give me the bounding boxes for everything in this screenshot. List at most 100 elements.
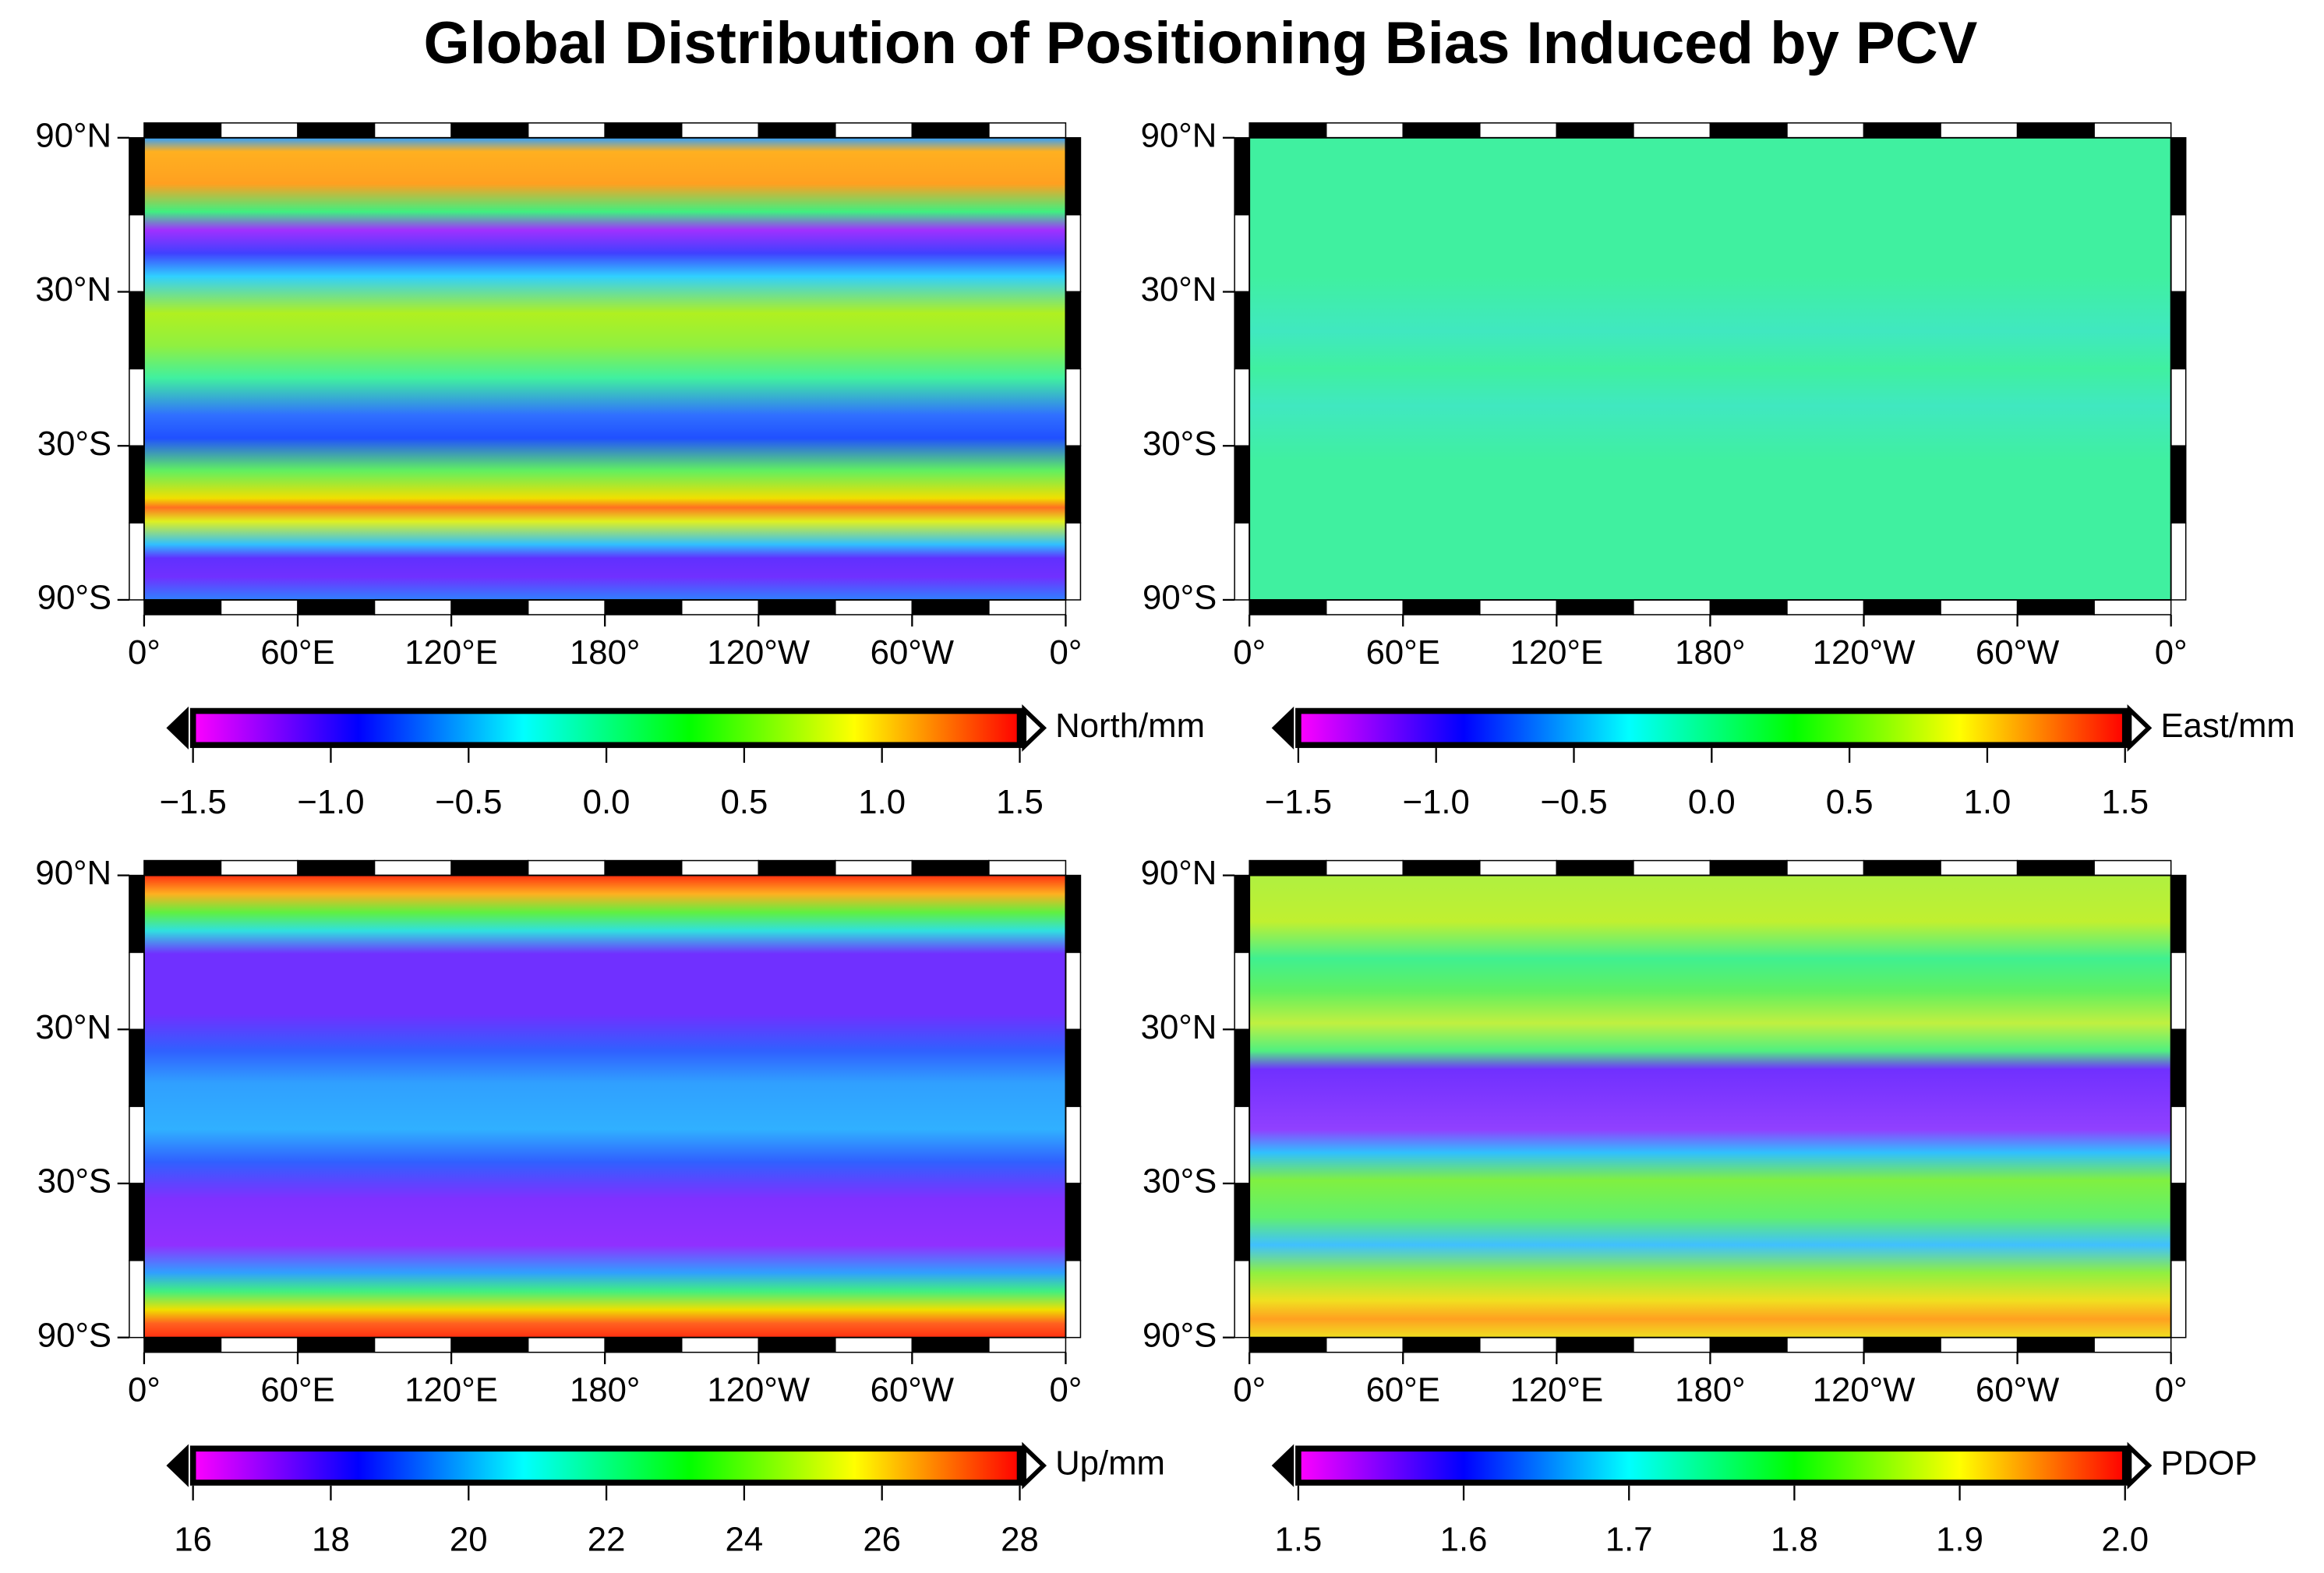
colorbar-extend: [166, 706, 189, 749]
map-frame: [1234, 213, 1250, 293]
map-frame: [1325, 859, 1404, 876]
map-frame: [1234, 951, 1250, 1031]
lat-tick-label: 90°S: [37, 1316, 111, 1354]
map-frame: [2093, 1336, 2172, 1353]
colorbar-tick-label: 0.5: [720, 783, 768, 821]
map-frame: [450, 1336, 529, 1353]
map-frame: [373, 859, 452, 876]
lat-tick-label: 90°S: [1143, 579, 1217, 617]
map-frame: [911, 1336, 990, 1353]
map-frame: [2093, 859, 2172, 876]
map-frame: [1065, 1028, 1082, 1107]
map-frame: [911, 599, 990, 615]
map-frame: [143, 122, 222, 139]
colorbar-tick-label: −1.0: [297, 783, 364, 821]
map-frame: [1325, 1336, 1404, 1353]
lon-tick-label: 120°W: [1813, 633, 1916, 672]
colorbar-tick-label: 1.7: [1605, 1521, 1653, 1559]
map-frame: [1709, 599, 1788, 615]
map-frame: [1402, 599, 1481, 615]
map-frame: [1709, 1336, 1788, 1353]
map-frame: [1556, 599, 1634, 615]
map-frame: [1065, 951, 1082, 1031]
colorbar-extend: [2127, 1441, 2153, 1490]
lon-tick-label: 120°E: [1510, 633, 1604, 672]
map-frame: [1940, 859, 2018, 876]
map-frame: [129, 291, 145, 370]
map-frame: [2170, 445, 2187, 524]
lat-tick-label: 90°N: [1141, 854, 1217, 892]
map-frame: [2170, 1260, 2187, 1338]
map-frame: [1786, 859, 1865, 876]
map-frame: [2016, 599, 2095, 615]
map-frame: [1786, 122, 1865, 139]
lon-tick-label: 120°E: [404, 633, 498, 672]
map-frame: [297, 599, 376, 615]
colorbar-tick-label: 0.0: [1688, 783, 1736, 821]
map-frame: [1065, 1106, 1082, 1184]
map-frame: [2093, 599, 2172, 615]
map-field: [1249, 875, 2171, 1338]
map-frame: [1863, 859, 1941, 876]
map-frame: [1479, 122, 1558, 139]
map-frame: [2170, 137, 2187, 216]
lon-tick-label: 120°E: [404, 1371, 498, 1409]
map-frame: [1234, 291, 1250, 370]
map-frame: [143, 1336, 222, 1353]
lon-tick-label: 60°E: [1366, 633, 1440, 672]
lon-tick-label: 60°E: [260, 1371, 334, 1409]
colorbar-tick-label: 2.0: [2101, 1521, 2149, 1559]
colorbar: [189, 1445, 1023, 1486]
map-frame: [1325, 122, 1404, 139]
map-frame: [1234, 1106, 1250, 1184]
map-frame: [1863, 122, 1941, 139]
colorbar-tick-label: 22: [588, 1521, 626, 1559]
map-frame: [1556, 859, 1634, 876]
map-frame: [1863, 1336, 1941, 1353]
colorbar-label: East/mm: [2160, 707, 2294, 745]
map-frame: [2016, 122, 2095, 139]
map-frame: [527, 599, 606, 615]
lon-tick-label: 0°: [2155, 1371, 2188, 1409]
map-frame: [373, 1336, 452, 1353]
lon-tick-label: 120°E: [1510, 1371, 1604, 1409]
map-frame: [1556, 122, 1634, 139]
lat-tick-label: 30°S: [37, 425, 111, 463]
map-frame: [758, 859, 836, 876]
lon-tick-label: 60°W: [871, 633, 955, 672]
colorbar-tick-label: 1.5: [1275, 1521, 1323, 1559]
map-frame: [1633, 122, 1711, 139]
map-frame: [129, 445, 145, 524]
map-frame: [527, 122, 606, 139]
colorbar-tick-label: −1.5: [160, 783, 227, 821]
colorbar-tick-label: 1.8: [1771, 1521, 1818, 1559]
colorbar-tick-label: −0.5: [1540, 783, 1607, 821]
colorbar-label: PDOP: [2160, 1444, 2257, 1483]
map-frame: [604, 122, 683, 139]
colorbar: [1295, 1445, 2128, 1486]
map-frame: [297, 1336, 376, 1353]
map-frame: [1065, 1183, 1082, 1261]
map-frame: [129, 1106, 145, 1184]
lon-tick-label: 60°W: [1976, 633, 2060, 672]
map-frame: [2170, 951, 2187, 1031]
map-frame: [758, 1336, 836, 1353]
lon-tick-label: 0°: [1233, 1371, 1266, 1409]
map-frame: [527, 859, 606, 876]
map-frame: [1065, 1260, 1082, 1338]
lat-tick-label: 30°N: [1141, 270, 1217, 309]
colorbar-tick-label: −1.5: [1265, 783, 1332, 821]
map-frame: [1234, 1260, 1250, 1338]
colorbar-extend: [166, 1444, 189, 1487]
lon-tick-label: 180°: [570, 633, 640, 672]
colorbar-tick-label: 1.9: [1936, 1521, 1983, 1559]
map-frame: [220, 122, 298, 139]
map-frame: [1234, 522, 1250, 601]
lon-tick-label: 0°: [1233, 633, 1266, 672]
lat-tick-label: 90°S: [37, 579, 111, 617]
map-frame: [835, 122, 913, 139]
lon-tick-label: 60°W: [1976, 1371, 2060, 1409]
map-frame: [988, 599, 1067, 615]
colorbar-tick-label: 26: [863, 1521, 901, 1559]
lon-tick-label: 180°: [1675, 633, 1745, 672]
